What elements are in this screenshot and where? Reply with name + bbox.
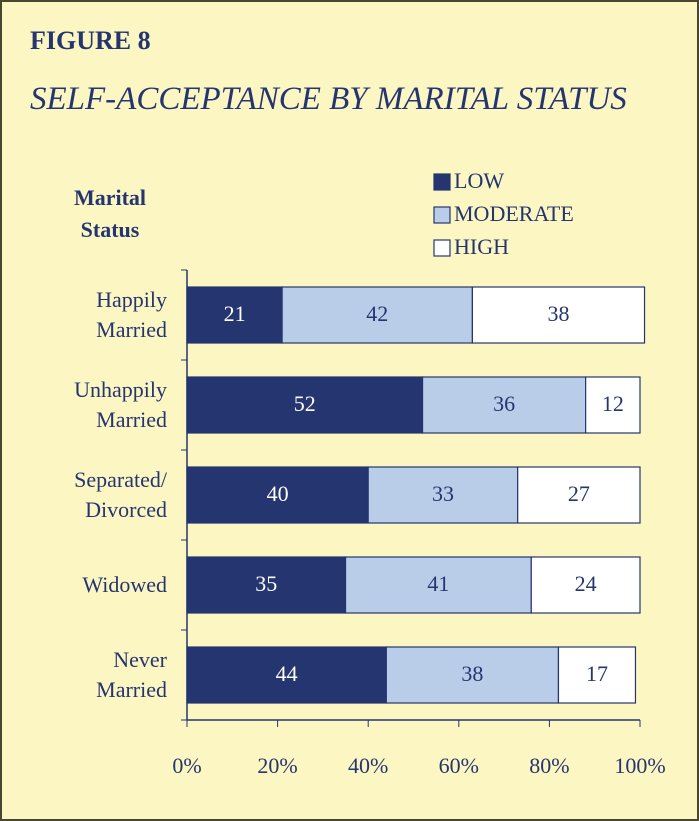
legend-label: LOW xyxy=(454,168,504,193)
bar-segment xyxy=(421,376,587,434)
x-tick-label: 40% xyxy=(348,753,388,778)
x-tick-label: 60% xyxy=(439,753,479,778)
value-label: 36 xyxy=(493,391,515,416)
value-label: 38 xyxy=(461,661,483,686)
value-label: 40 xyxy=(267,481,289,506)
value-label: 38 xyxy=(547,301,569,326)
value-label: 17 xyxy=(586,661,608,686)
x-tick-label: 0% xyxy=(172,753,201,778)
bar-segment xyxy=(557,646,637,704)
value-label: 44 xyxy=(276,661,298,686)
x-tick-label: 100% xyxy=(614,753,665,778)
value-label: 12 xyxy=(602,391,624,416)
bar-segment xyxy=(186,286,283,344)
bar-segment xyxy=(367,466,519,524)
bar-segment xyxy=(585,376,641,434)
bar-segment xyxy=(186,646,387,704)
legend-swatch xyxy=(433,206,451,224)
y-tick-label: Happily Married xyxy=(96,287,167,342)
legend-label: HIGH xyxy=(454,234,509,259)
chart-title: FIGURE 8 xyxy=(30,26,151,55)
x-tick-label: 20% xyxy=(257,753,297,778)
x-tick-label: 80% xyxy=(529,753,569,778)
y-tick-label: Separated/ Divorced xyxy=(74,467,167,522)
y-tick-label: Never Married xyxy=(96,647,167,702)
y-tick-label: Unhappily Married xyxy=(74,377,167,432)
bar-segment xyxy=(186,466,369,524)
bar-segment xyxy=(344,556,532,614)
value-label: 52 xyxy=(294,391,316,416)
chart-subtitle: SELF-ACCEPTANCE BY MARITAL STATUS xyxy=(30,81,627,117)
legend-swatch xyxy=(433,173,451,191)
legend-label: MODERATE xyxy=(454,201,574,226)
bar-segment xyxy=(281,286,473,344)
value-label: 24 xyxy=(575,571,597,596)
value-label: 41 xyxy=(427,571,449,596)
bar-segment xyxy=(471,286,646,344)
value-label: 42 xyxy=(366,301,388,326)
y-tick-label: Widowed xyxy=(82,572,167,597)
bar-segment xyxy=(530,556,641,614)
value-label: 33 xyxy=(432,481,454,506)
value-label: 27 xyxy=(568,481,590,506)
value-label: 21 xyxy=(224,301,246,326)
legend-swatch xyxy=(433,239,451,257)
value-label: 35 xyxy=(255,571,277,596)
y-axis-label: Marital Status xyxy=(73,185,147,242)
bar-segment xyxy=(517,466,641,524)
